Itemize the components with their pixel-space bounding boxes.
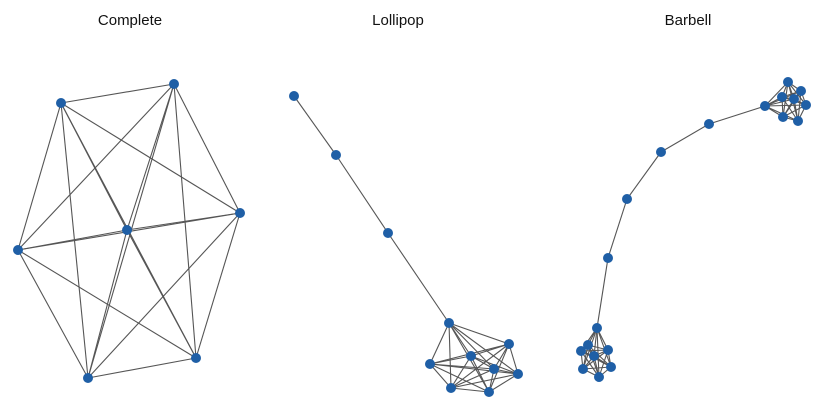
- barbell-upper-clique-edge: [797, 90, 802, 122]
- barbell-lower-node: [578, 364, 588, 374]
- barbell-path-node: [603, 253, 613, 263]
- barbell-path-edge: [708, 105, 766, 125]
- lollipop-clique-node: [489, 364, 499, 374]
- lollipop-clique-edge: [429, 363, 490, 393]
- complete-edge: [126, 212, 241, 231]
- barbell-lower-node: [589, 351, 599, 361]
- complete-edge: [173, 83, 241, 214]
- complete-node: [191, 353, 201, 363]
- complete-edge: [17, 249, 89, 379]
- lollipop-clique-edge: [470, 355, 490, 393]
- lollipop-clique-edge: [470, 343, 510, 357]
- barbell-upper-clique-edge: [764, 81, 789, 107]
- barbell-lower-node: [576, 346, 586, 356]
- title-complete: Complete: [97, 12, 163, 29]
- complete-node: [122, 225, 132, 235]
- complete-edge: [17, 83, 175, 251]
- complete-edge: [17, 229, 128, 251]
- lollipop-clique-node: [444, 318, 454, 328]
- complete-edge: [126, 229, 197, 359]
- lollipop-clique-edge: [450, 343, 510, 389]
- barbell-upper-node: [793, 116, 803, 126]
- lollipop-clique-edge: [448, 322, 510, 345]
- lollipop-clique-node: [504, 339, 514, 349]
- complete-edge: [60, 102, 128, 231]
- barbell-path-edge: [596, 257, 609, 329]
- barbell-lower-clique-edge: [587, 344, 612, 368]
- lollipop-clique-edge: [429, 322, 450, 365]
- complete-node: [169, 79, 179, 89]
- lollipop-clique-edge: [450, 373, 519, 389]
- lollipop-clique-edge: [429, 355, 472, 365]
- barbell-lower-node: [606, 362, 616, 372]
- lollipop-clique-edge: [448, 322, 452, 389]
- complete-edge: [87, 229, 128, 379]
- lollipop-clique-node: [466, 351, 476, 361]
- complete-node: [235, 208, 245, 218]
- title-barbell: Barbell: [664, 12, 712, 29]
- barbell-lower-clique-edge: [587, 344, 600, 378]
- barbell-upper-node: [789, 94, 799, 104]
- lollipop-clique-node: [446, 383, 456, 393]
- lollipop-path-node: [383, 228, 393, 238]
- barbell-lower-node: [583, 340, 593, 350]
- barbell-path-node: [656, 147, 666, 157]
- lollipop-path-edge: [335, 154, 389, 234]
- complete-edge: [195, 212, 241, 359]
- barbell-upper-node: [760, 101, 770, 111]
- lollipop-clique-edge: [450, 355, 472, 389]
- complete-node: [83, 373, 93, 383]
- lollipop-path-node: [331, 150, 341, 160]
- barbell-path-node: [622, 194, 632, 204]
- lollipop-clique-edge: [450, 368, 495, 389]
- complete-edge: [17, 102, 62, 251]
- lollipop-path-node: [289, 91, 299, 101]
- complete-edge: [126, 83, 175, 231]
- barbell-upper-node: [777, 92, 787, 102]
- lollipop-clique-edge: [429, 363, 452, 389]
- complete-edge: [87, 212, 241, 379]
- lollipop-path-edge: [293, 95, 337, 156]
- barbell-lower-node: [603, 345, 613, 355]
- lollipop-clique-node: [484, 387, 494, 397]
- lollipop-clique-node: [513, 369, 523, 379]
- lollipop-clique-edge: [448, 322, 472, 357]
- barbell-path-edge: [660, 123, 710, 153]
- lollipop-path-edge: [387, 232, 450, 324]
- complete-node: [56, 98, 66, 108]
- barbell-path-edge: [626, 151, 662, 200]
- complete-edge: [60, 83, 175, 104]
- barbell-path-edge: [607, 198, 628, 259]
- barbell-lower-node: [592, 323, 602, 333]
- barbell-upper-node: [796, 86, 806, 96]
- lollipop-clique-edge: [508, 343, 519, 375]
- barbell-path-node: [704, 119, 714, 129]
- title-lollipop: Lollipop: [372, 12, 424, 29]
- barbell-upper-node: [801, 100, 811, 110]
- complete-node: [13, 245, 23, 255]
- lollipop-clique-edge: [488, 373, 519, 393]
- barbell-lower-clique-edge: [596, 327, 600, 378]
- lollipop-clique-edge: [488, 343, 510, 393]
- barbell-upper-node: [778, 112, 788, 122]
- lollipop-clique-node: [425, 359, 435, 369]
- complete-edge: [87, 357, 197, 379]
- lollipop-clique-edge: [448, 322, 519, 375]
- lollipop-clique-edge: [429, 363, 495, 370]
- barbell-upper-node: [783, 77, 793, 87]
- lollipop-clique-edge: [450, 387, 490, 393]
- barbell-lower-node: [594, 372, 604, 382]
